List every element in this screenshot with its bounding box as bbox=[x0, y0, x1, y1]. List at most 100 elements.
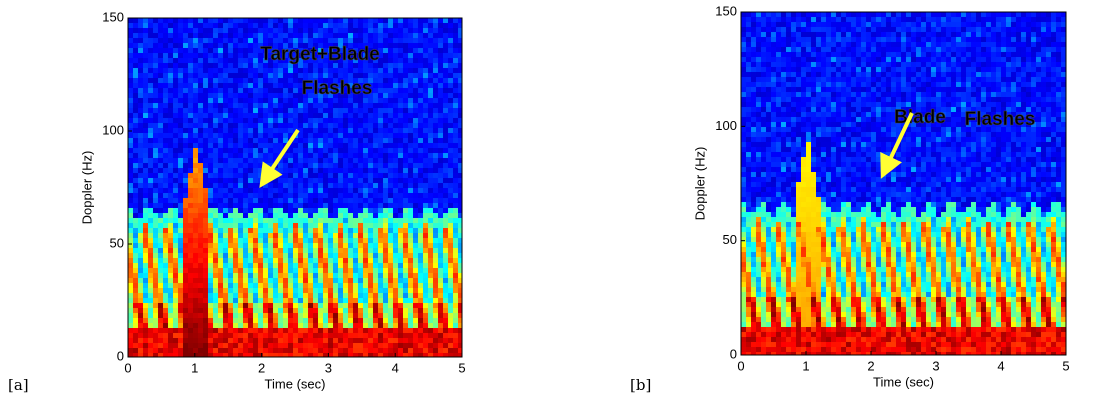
cell bbox=[428, 73, 433, 78]
cell bbox=[353, 228, 358, 233]
cell bbox=[238, 93, 243, 98]
cell bbox=[328, 103, 333, 108]
cell bbox=[408, 23, 413, 28]
cell bbox=[238, 153, 243, 158]
cell bbox=[283, 258, 288, 263]
cell bbox=[378, 78, 383, 83]
cell bbox=[388, 118, 393, 123]
cell bbox=[746, 197, 751, 202]
cell bbox=[766, 77, 771, 82]
cell bbox=[373, 248, 378, 253]
cell bbox=[408, 288, 413, 293]
cell bbox=[158, 143, 163, 148]
cell bbox=[338, 168, 343, 173]
cell bbox=[128, 93, 133, 98]
cell bbox=[398, 88, 403, 93]
cell bbox=[413, 88, 418, 93]
cell bbox=[756, 32, 761, 37]
cell bbox=[258, 288, 263, 293]
cell bbox=[218, 193, 223, 198]
cell bbox=[373, 188, 378, 193]
cell bbox=[338, 153, 343, 158]
cell bbox=[163, 148, 168, 153]
cell bbox=[766, 262, 771, 267]
cell bbox=[398, 83, 403, 88]
cell bbox=[761, 92, 766, 97]
cell bbox=[333, 233, 338, 238]
cell bbox=[233, 193, 238, 198]
cell bbox=[253, 148, 258, 153]
cell bbox=[253, 253, 258, 258]
cell bbox=[233, 33, 238, 38]
cell bbox=[308, 68, 313, 73]
cell bbox=[333, 238, 338, 243]
cell bbox=[258, 193, 263, 198]
cell bbox=[393, 313, 398, 318]
cell bbox=[198, 58, 203, 63]
cell bbox=[766, 92, 771, 97]
cell bbox=[453, 68, 458, 73]
cell bbox=[403, 273, 408, 278]
cell bbox=[153, 263, 158, 268]
cell bbox=[403, 253, 408, 258]
cell bbox=[363, 243, 368, 248]
cell bbox=[138, 203, 143, 208]
cell bbox=[328, 253, 333, 258]
spectrogram-image bbox=[128, 18, 462, 357]
cell bbox=[338, 103, 343, 108]
cell bbox=[373, 133, 378, 138]
cell bbox=[398, 163, 403, 168]
cell bbox=[248, 83, 253, 88]
cell bbox=[288, 28, 293, 33]
cell bbox=[223, 243, 228, 248]
cell bbox=[373, 123, 378, 128]
cell bbox=[323, 308, 328, 313]
cell bbox=[333, 198, 338, 203]
cell bbox=[223, 133, 228, 138]
cell bbox=[448, 253, 453, 258]
cell bbox=[403, 233, 408, 238]
cell bbox=[248, 313, 253, 318]
cell bbox=[438, 63, 443, 68]
cell bbox=[253, 158, 258, 163]
cell bbox=[313, 213, 318, 218]
cell bbox=[323, 323, 328, 328]
cell bbox=[353, 133, 358, 138]
cell bbox=[313, 193, 318, 198]
cell bbox=[193, 108, 198, 113]
cell bbox=[288, 353, 293, 357]
cell bbox=[741, 97, 746, 102]
cell bbox=[348, 343, 353, 348]
cell bbox=[756, 62, 761, 67]
cell bbox=[388, 193, 393, 198]
cell bbox=[288, 293, 293, 298]
cell bbox=[178, 123, 183, 128]
cell bbox=[278, 38, 283, 43]
cell bbox=[448, 238, 453, 243]
cell bbox=[423, 263, 428, 268]
cell bbox=[213, 298, 218, 303]
cell bbox=[183, 253, 188, 258]
cell bbox=[208, 208, 213, 213]
cell bbox=[143, 238, 148, 243]
cell bbox=[373, 228, 378, 233]
cell bbox=[133, 253, 138, 258]
cell bbox=[408, 73, 413, 78]
cell bbox=[363, 203, 368, 208]
cell bbox=[303, 283, 308, 288]
cell bbox=[448, 178, 453, 183]
cell bbox=[218, 258, 223, 263]
cell bbox=[328, 118, 333, 123]
cell bbox=[423, 248, 428, 253]
cell bbox=[443, 83, 448, 88]
cell bbox=[298, 218, 303, 223]
cell bbox=[213, 153, 218, 158]
cell bbox=[248, 303, 253, 308]
cell bbox=[168, 268, 173, 273]
cell bbox=[751, 122, 756, 127]
cell bbox=[263, 218, 268, 223]
cell bbox=[358, 248, 363, 253]
cell bbox=[153, 193, 158, 198]
cell bbox=[143, 188, 148, 193]
cell bbox=[188, 178, 193, 183]
